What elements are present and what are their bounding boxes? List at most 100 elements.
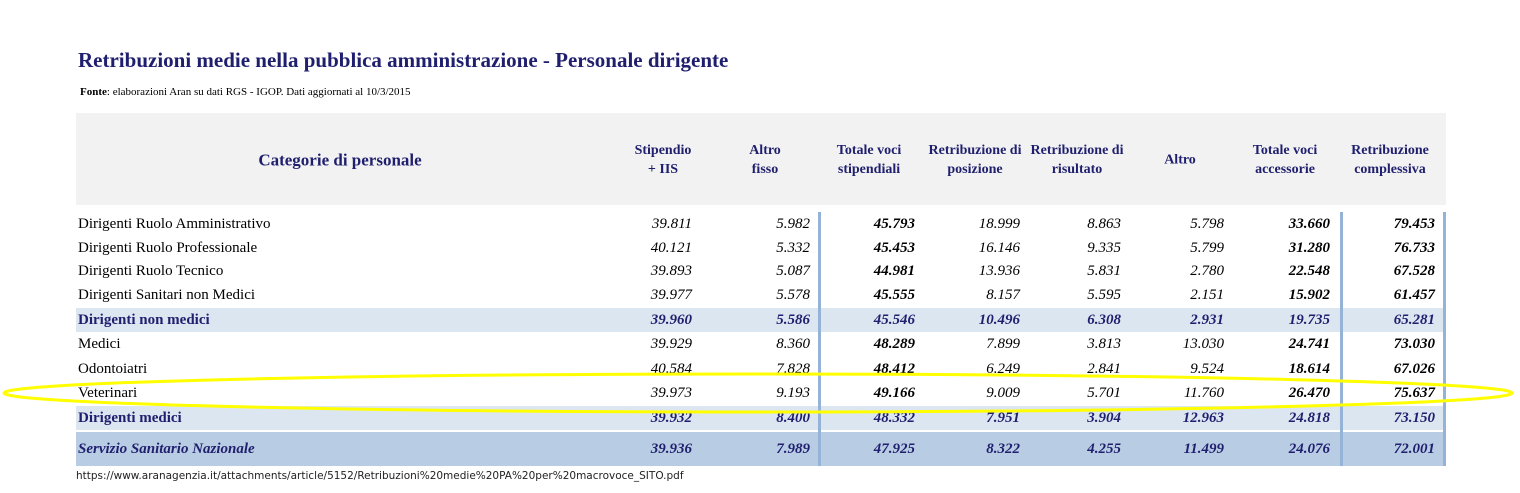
cell-value: 73.030 [1393,336,1435,352]
cell-value: 5.831 [1087,263,1121,279]
cell-value: 16.146 [978,240,1020,256]
cell-value: 24.076 [1288,441,1330,457]
cell-value: 3.813 [1087,336,1121,352]
row-label: Dirigenti Sanitari non Medici [78,287,256,303]
cell-value: 13.030 [1182,336,1224,352]
cell-value: 40.584 [650,361,692,377]
cell-value: 8.400 [776,410,810,426]
cell-value: 8.360 [776,336,810,352]
source-url: https://www.aranagenzia.it/attachments/a… [76,470,684,482]
cell-value: 24.818 [1288,410,1330,426]
cell-value: 39.936 [650,441,692,457]
row-label: Medici [78,336,121,352]
cell-value: 2.151 [1190,287,1224,303]
column-header: Altro fisso [749,143,781,177]
cell-value: 7.951 [986,410,1020,426]
cell-value: 5.595 [1087,287,1121,303]
cell-value: 7.828 [776,361,810,377]
cell-value: 9.009 [986,385,1020,401]
cell-value: 5.087 [776,263,810,279]
cell-value: 2.841 [1087,361,1121,377]
cell-value: 11.760 [1183,385,1224,401]
cell-value: 39.977 [650,287,692,303]
cell-value: 40.121 [650,240,692,256]
cell-value: 75.637 [1393,385,1435,401]
cell-value: 8.322 [986,441,1020,457]
cell-value: 45.546 [873,312,915,328]
column-header: Retribuzione di risultato [1030,143,1124,177]
cell-value: 5.701 [1087,385,1121,401]
cell-value: 45.793 [873,216,915,232]
cell-value: 3.904 [1087,410,1121,426]
cell-value: 2.931 [1190,312,1224,328]
cell-value: 67.026 [1393,361,1435,377]
row-label: Dirigenti Ruolo Amministrativo [78,216,271,232]
column-rule [1340,212,1343,466]
row-band [76,432,1446,466]
cell-value: 49.166 [873,385,915,401]
cell-value: 18.999 [978,216,1020,232]
source-label: Fonte [80,86,107,98]
cell-value: 48.289 [873,336,915,352]
cell-value: 79.453 [1393,216,1435,232]
cell-value: 5.799 [1190,240,1224,256]
cell-value: 4.255 [1087,441,1121,457]
cell-value: 39.932 [650,410,692,426]
cell-value: 44.981 [873,263,915,279]
column-header: Categorie di personale [258,150,422,170]
cell-value: 7.899 [986,336,1020,352]
cell-value: 15.902 [1288,287,1330,303]
cell-value: 19.735 [1288,312,1330,328]
column-header: Totale voci accessorie [1252,143,1318,177]
cell-value: 5.332 [776,240,810,256]
row-label: Dirigenti non medici [78,312,210,328]
cell-value: 39.811 [651,216,692,232]
cell-value: 24.741 [1288,336,1330,352]
row-label: Dirigenti medici [78,410,182,426]
row-band [76,308,1446,332]
column-header: Retribuzione di posizione [928,143,1022,177]
cell-value: 18.614 [1288,361,1330,377]
header-band [76,113,1446,205]
cell-value: 45.555 [873,287,915,303]
source: Fonte: elaborazioni Aran su dati RGS - I… [80,86,411,98]
cell-value: 9.193 [776,385,810,401]
cell-value: 5.982 [776,216,810,232]
cell-value: 65.281 [1393,312,1435,328]
cell-value: 76.733 [1393,240,1435,256]
cell-value: 8.863 [1087,216,1121,232]
row-label: Dirigenti Ruolo Tecnico [78,263,224,279]
cell-value: 72.001 [1393,441,1435,457]
cell-value: 33.660 [1288,216,1330,232]
cell-value: 2.780 [1190,263,1224,279]
cell-value: 12.963 [1182,410,1224,426]
cell-value: 39.929 [650,336,692,352]
cell-value: 39.973 [650,385,692,401]
cell-value: 26.470 [1288,385,1330,401]
column-header: Totale voci stipendiali [836,143,902,177]
row-label: Veterinari [78,385,138,401]
cell-value: 10.496 [978,312,1020,328]
cell-value: 47.925 [873,441,915,457]
column-rule [818,212,821,466]
column-header: Retribuzione complessiva [1351,143,1429,177]
cell-value: 22.548 [1288,263,1330,279]
cell-value: 9.335 [1087,240,1121,256]
cell-value: 39.893 [650,263,692,279]
source-text: : elaborazioni Aran su dati RGS - IGOP. … [106,86,411,98]
cell-value: 73.150 [1393,410,1435,426]
cell-value: 6.308 [1087,312,1121,328]
cell-value: 31.280 [1288,240,1330,256]
cell-value: 5.798 [1190,216,1224,232]
row-band [76,406,1446,430]
cell-value: 5.578 [776,287,810,303]
cell-value: 9.524 [1190,361,1224,377]
column-header: Stipendio + IIS [634,143,692,177]
row-label: Servizio Sanitario Nazionale [78,441,255,457]
cell-value: 48.412 [873,361,915,377]
cell-value: 11.499 [1183,441,1224,457]
cell-value: 39.960 [650,312,692,328]
cell-value: 7.989 [776,441,810,457]
row-label: Dirigenti Ruolo Professionale [78,240,258,256]
